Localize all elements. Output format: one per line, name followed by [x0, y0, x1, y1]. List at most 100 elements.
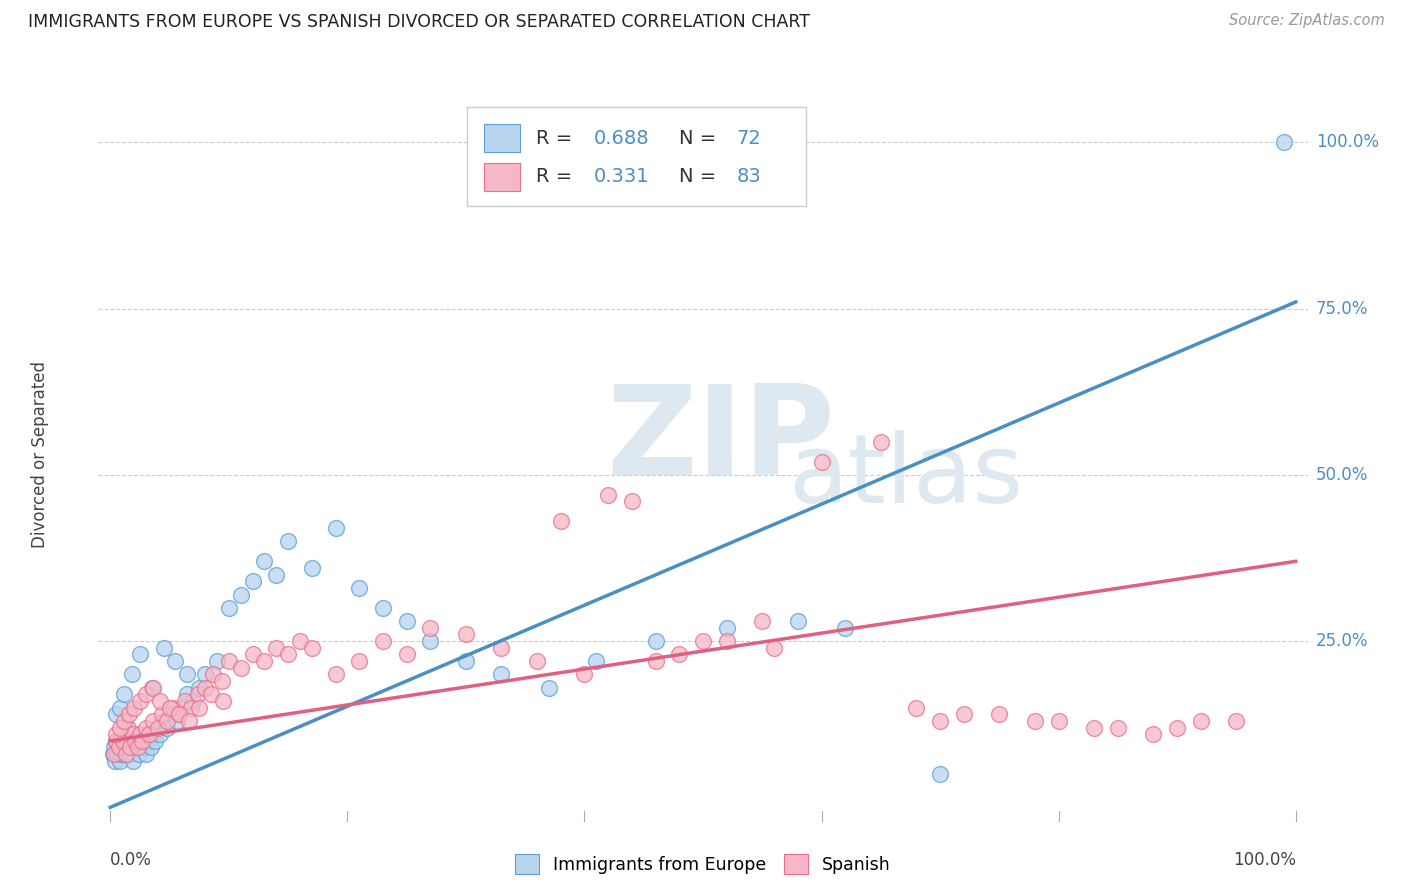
Point — [174, 694, 197, 708]
Point — [108, 721, 131, 735]
Point — [952, 707, 974, 722]
Point — [371, 600, 394, 615]
Point — [491, 640, 513, 655]
Point — [188, 681, 211, 695]
Point — [668, 648, 690, 662]
Point — [135, 687, 157, 701]
Point — [142, 727, 165, 741]
Point — [395, 648, 418, 662]
Point — [118, 740, 141, 755]
Point — [1189, 714, 1212, 728]
Point — [1024, 714, 1046, 728]
Text: Divorced or Separated: Divorced or Separated — [31, 361, 49, 549]
Point — [598, 488, 620, 502]
Point — [120, 747, 142, 761]
Point — [347, 581, 370, 595]
Point — [101, 747, 124, 761]
Point — [167, 707, 190, 722]
Point — [121, 754, 143, 768]
Text: ZIP: ZIP — [606, 380, 835, 500]
Point — [136, 734, 159, 748]
Point — [146, 721, 169, 735]
Point — [176, 687, 198, 701]
Text: 0.331: 0.331 — [595, 168, 650, 186]
Point — [152, 640, 174, 655]
Point — [454, 627, 477, 641]
Point — [212, 694, 235, 708]
Point — [229, 661, 252, 675]
Point — [139, 740, 162, 755]
Text: N =: N = — [679, 168, 723, 186]
Point — [117, 747, 139, 761]
Point — [253, 654, 276, 668]
Point — [395, 614, 418, 628]
Point — [132, 740, 155, 755]
Point — [129, 694, 152, 708]
Point — [264, 640, 287, 655]
Point — [103, 747, 125, 761]
Point — [526, 654, 548, 668]
Point — [692, 634, 714, 648]
Point — [325, 521, 347, 535]
Point — [114, 714, 136, 728]
Point — [211, 673, 233, 688]
Point — [115, 734, 138, 748]
Point — [129, 727, 152, 741]
Point — [194, 681, 217, 695]
Point — [129, 734, 152, 748]
Point — [152, 707, 174, 722]
Point — [110, 747, 132, 761]
Point — [929, 714, 952, 728]
Point — [277, 648, 299, 662]
Point — [180, 700, 202, 714]
Point — [135, 747, 157, 761]
Point — [188, 700, 211, 714]
Point — [124, 734, 146, 748]
Point — [218, 600, 240, 615]
Text: IMMIGRANTS FROM EUROPE VS SPANISH DIVORCED OR SEPARATED CORRELATION CHART: IMMIGRANTS FROM EUROPE VS SPANISH DIVORC… — [28, 13, 810, 31]
Text: 75.0%: 75.0% — [1316, 300, 1368, 318]
Point — [1272, 136, 1295, 150]
Point — [105, 734, 128, 748]
Point — [122, 734, 145, 748]
Point — [187, 687, 209, 701]
Point — [288, 634, 311, 648]
Point — [110, 727, 132, 741]
Point — [277, 534, 299, 549]
Text: 50.0%: 50.0% — [1316, 466, 1368, 483]
Text: R =: R = — [536, 168, 579, 186]
Text: 72: 72 — [737, 128, 762, 148]
Point — [419, 621, 441, 635]
Point — [301, 561, 323, 575]
Point — [146, 721, 169, 735]
Point — [138, 727, 160, 741]
Point — [716, 634, 738, 648]
Point — [1047, 714, 1070, 728]
Point — [166, 714, 188, 728]
Point — [107, 740, 129, 755]
Point — [205, 654, 228, 668]
Point — [142, 681, 165, 695]
Point — [165, 654, 187, 668]
Point — [176, 667, 198, 681]
Point — [118, 707, 141, 722]
Point — [988, 707, 1011, 722]
Point — [160, 707, 183, 722]
Text: 100.0%: 100.0% — [1233, 851, 1296, 869]
Text: Source: ZipAtlas.com: Source: ZipAtlas.com — [1229, 13, 1385, 29]
Point — [129, 648, 152, 662]
Point — [786, 614, 808, 628]
Point — [114, 740, 136, 755]
Point — [143, 734, 166, 748]
Point — [159, 700, 181, 714]
FancyBboxPatch shape — [484, 124, 520, 153]
Point — [181, 694, 204, 708]
Text: 25.0%: 25.0% — [1316, 632, 1368, 650]
Point — [347, 654, 370, 668]
Point — [121, 667, 143, 681]
Point — [105, 707, 128, 722]
Legend: Immigrants from Europe, Spanish: Immigrants from Europe, Spanish — [515, 854, 891, 874]
Point — [105, 747, 128, 761]
Point — [167, 707, 190, 722]
Point — [202, 667, 225, 681]
